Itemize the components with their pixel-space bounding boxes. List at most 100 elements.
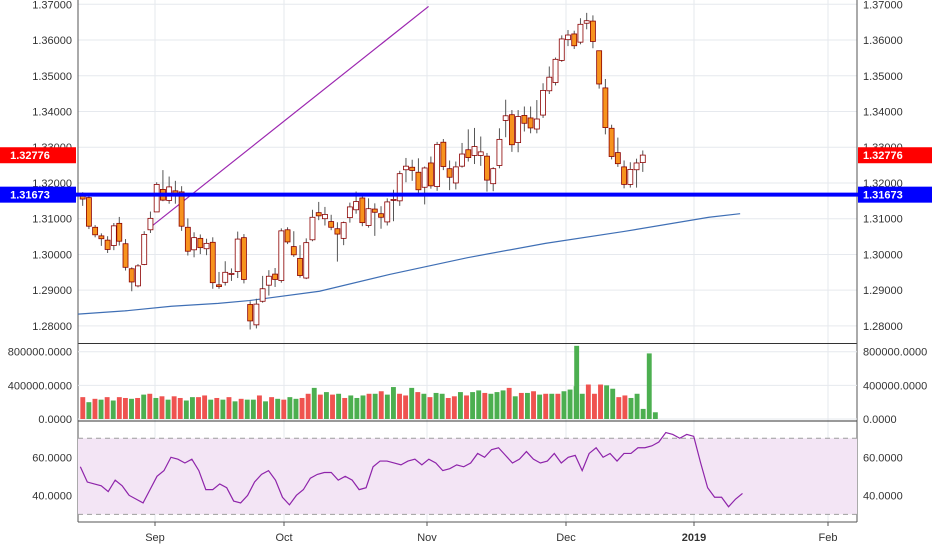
candle: [590, 20, 596, 42]
volume-bar: [390, 387, 396, 419]
candle: [153, 184, 160, 213]
volume-tick-label-left: 800000.0000: [8, 347, 72, 359]
candle: [577, 23, 584, 43]
candle: [135, 265, 141, 287]
candle: [596, 50, 603, 85]
candle: [552, 58, 559, 83]
volume-bar: [342, 397, 348, 419]
volume-bar: [445, 397, 451, 419]
volume-bar: [336, 393, 342, 419]
candle: [128, 268, 135, 283]
candle: [384, 201, 391, 223]
candle: [583, 20, 590, 24]
volume-bar: [378, 391, 384, 419]
candle: [390, 199, 397, 201]
volume-bar: [141, 394, 147, 419]
x-tick-label: Feb: [819, 532, 838, 544]
candle: [122, 243, 129, 268]
price-tick-label-left: 1.35000: [32, 71, 72, 83]
candle: [440, 141, 447, 167]
candle: [253, 303, 260, 326]
volume-bar: [640, 408, 646, 419]
candle: [265, 275, 272, 286]
volume-bar: [579, 393, 585, 419]
candle: [608, 127, 615, 157]
volume-bar: [311, 387, 317, 419]
volume-bar: [214, 397, 220, 419]
volume-bar: [372, 393, 378, 419]
volume-bar: [189, 397, 195, 419]
volume-bar: [646, 353, 652, 419]
volume-bar: [506, 387, 512, 419]
price-tick-label-right: 1.36000: [863, 35, 903, 47]
volume-bar: [415, 392, 421, 419]
volume-bar: [116, 397, 122, 419]
volume-bar: [177, 397, 183, 419]
candle: [558, 38, 565, 61]
moving-average-line: [77, 213, 741, 315]
price-tick-label-right: 1.37000: [863, 0, 903, 11]
rsi-tick-label-left: 60.0000: [32, 452, 72, 464]
candle: [527, 117, 534, 129]
volume-bar: [409, 387, 415, 419]
candle: [222, 271, 229, 283]
x-tick-label: 2019: [682, 532, 706, 544]
volume-bar: [153, 397, 159, 419]
volume-bar: [470, 392, 476, 419]
price-badge-label-left: 1.31673: [10, 190, 50, 202]
candle: [614, 152, 621, 165]
volume-bar: [598, 384, 603, 419]
volume-bar: [171, 396, 177, 419]
volume-bar: [610, 388, 616, 419]
price-badge-label-right: 1.32776: [863, 150, 903, 162]
volume-bar: [622, 395, 628, 419]
candle: [627, 168, 634, 185]
price-tick-label-left: 1.29000: [32, 285, 72, 297]
volume-bar: [537, 394, 543, 419]
candle: [116, 222, 123, 242]
volume-bar: [183, 400, 189, 419]
candle: [621, 166, 627, 185]
candle: [371, 208, 378, 213]
candle: [147, 217, 154, 231]
candle: [540, 90, 546, 116]
volume-bar: [110, 400, 116, 419]
volume-bar: [122, 397, 128, 419]
price-tick-label-left: 1.28000: [32, 321, 72, 333]
volume-bar: [250, 399, 256, 419]
candle: [509, 114, 515, 146]
candle: [359, 197, 366, 224]
candle: [421, 167, 428, 188]
volume-bar: [518, 392, 524, 419]
volume-bar: [488, 393, 494, 419]
price-tick-label-right: 1.35000: [863, 71, 903, 83]
volume-bar: [244, 399, 250, 419]
candle: [521, 115, 528, 124]
volume-bar: [323, 392, 329, 419]
candle: [92, 226, 99, 236]
volume-bar: [147, 393, 153, 419]
candle: [571, 33, 578, 47]
candle: [315, 212, 322, 217]
volume-bar: [652, 412, 658, 419]
candle: [403, 165, 409, 171]
candle: [309, 216, 316, 241]
candle: [340, 222, 347, 239]
candle: [484, 155, 490, 181]
candle: [452, 166, 459, 184]
candle: [191, 237, 197, 251]
candle: [278, 230, 285, 281]
volume-bar: [226, 397, 232, 419]
trendline: [147, 5, 429, 230]
volume-bar: [165, 399, 171, 419]
candle: [216, 284, 222, 288]
candle: [378, 213, 384, 218]
volume-bar: [574, 345, 580, 419]
volume-bar: [202, 395, 208, 419]
rsi-tick-label-right: 60.0000: [863, 452, 903, 464]
volume-bar: [354, 397, 360, 419]
candle: [565, 34, 571, 41]
candle: [465, 149, 472, 158]
candle: [98, 235, 105, 240]
candle: [602, 87, 609, 128]
